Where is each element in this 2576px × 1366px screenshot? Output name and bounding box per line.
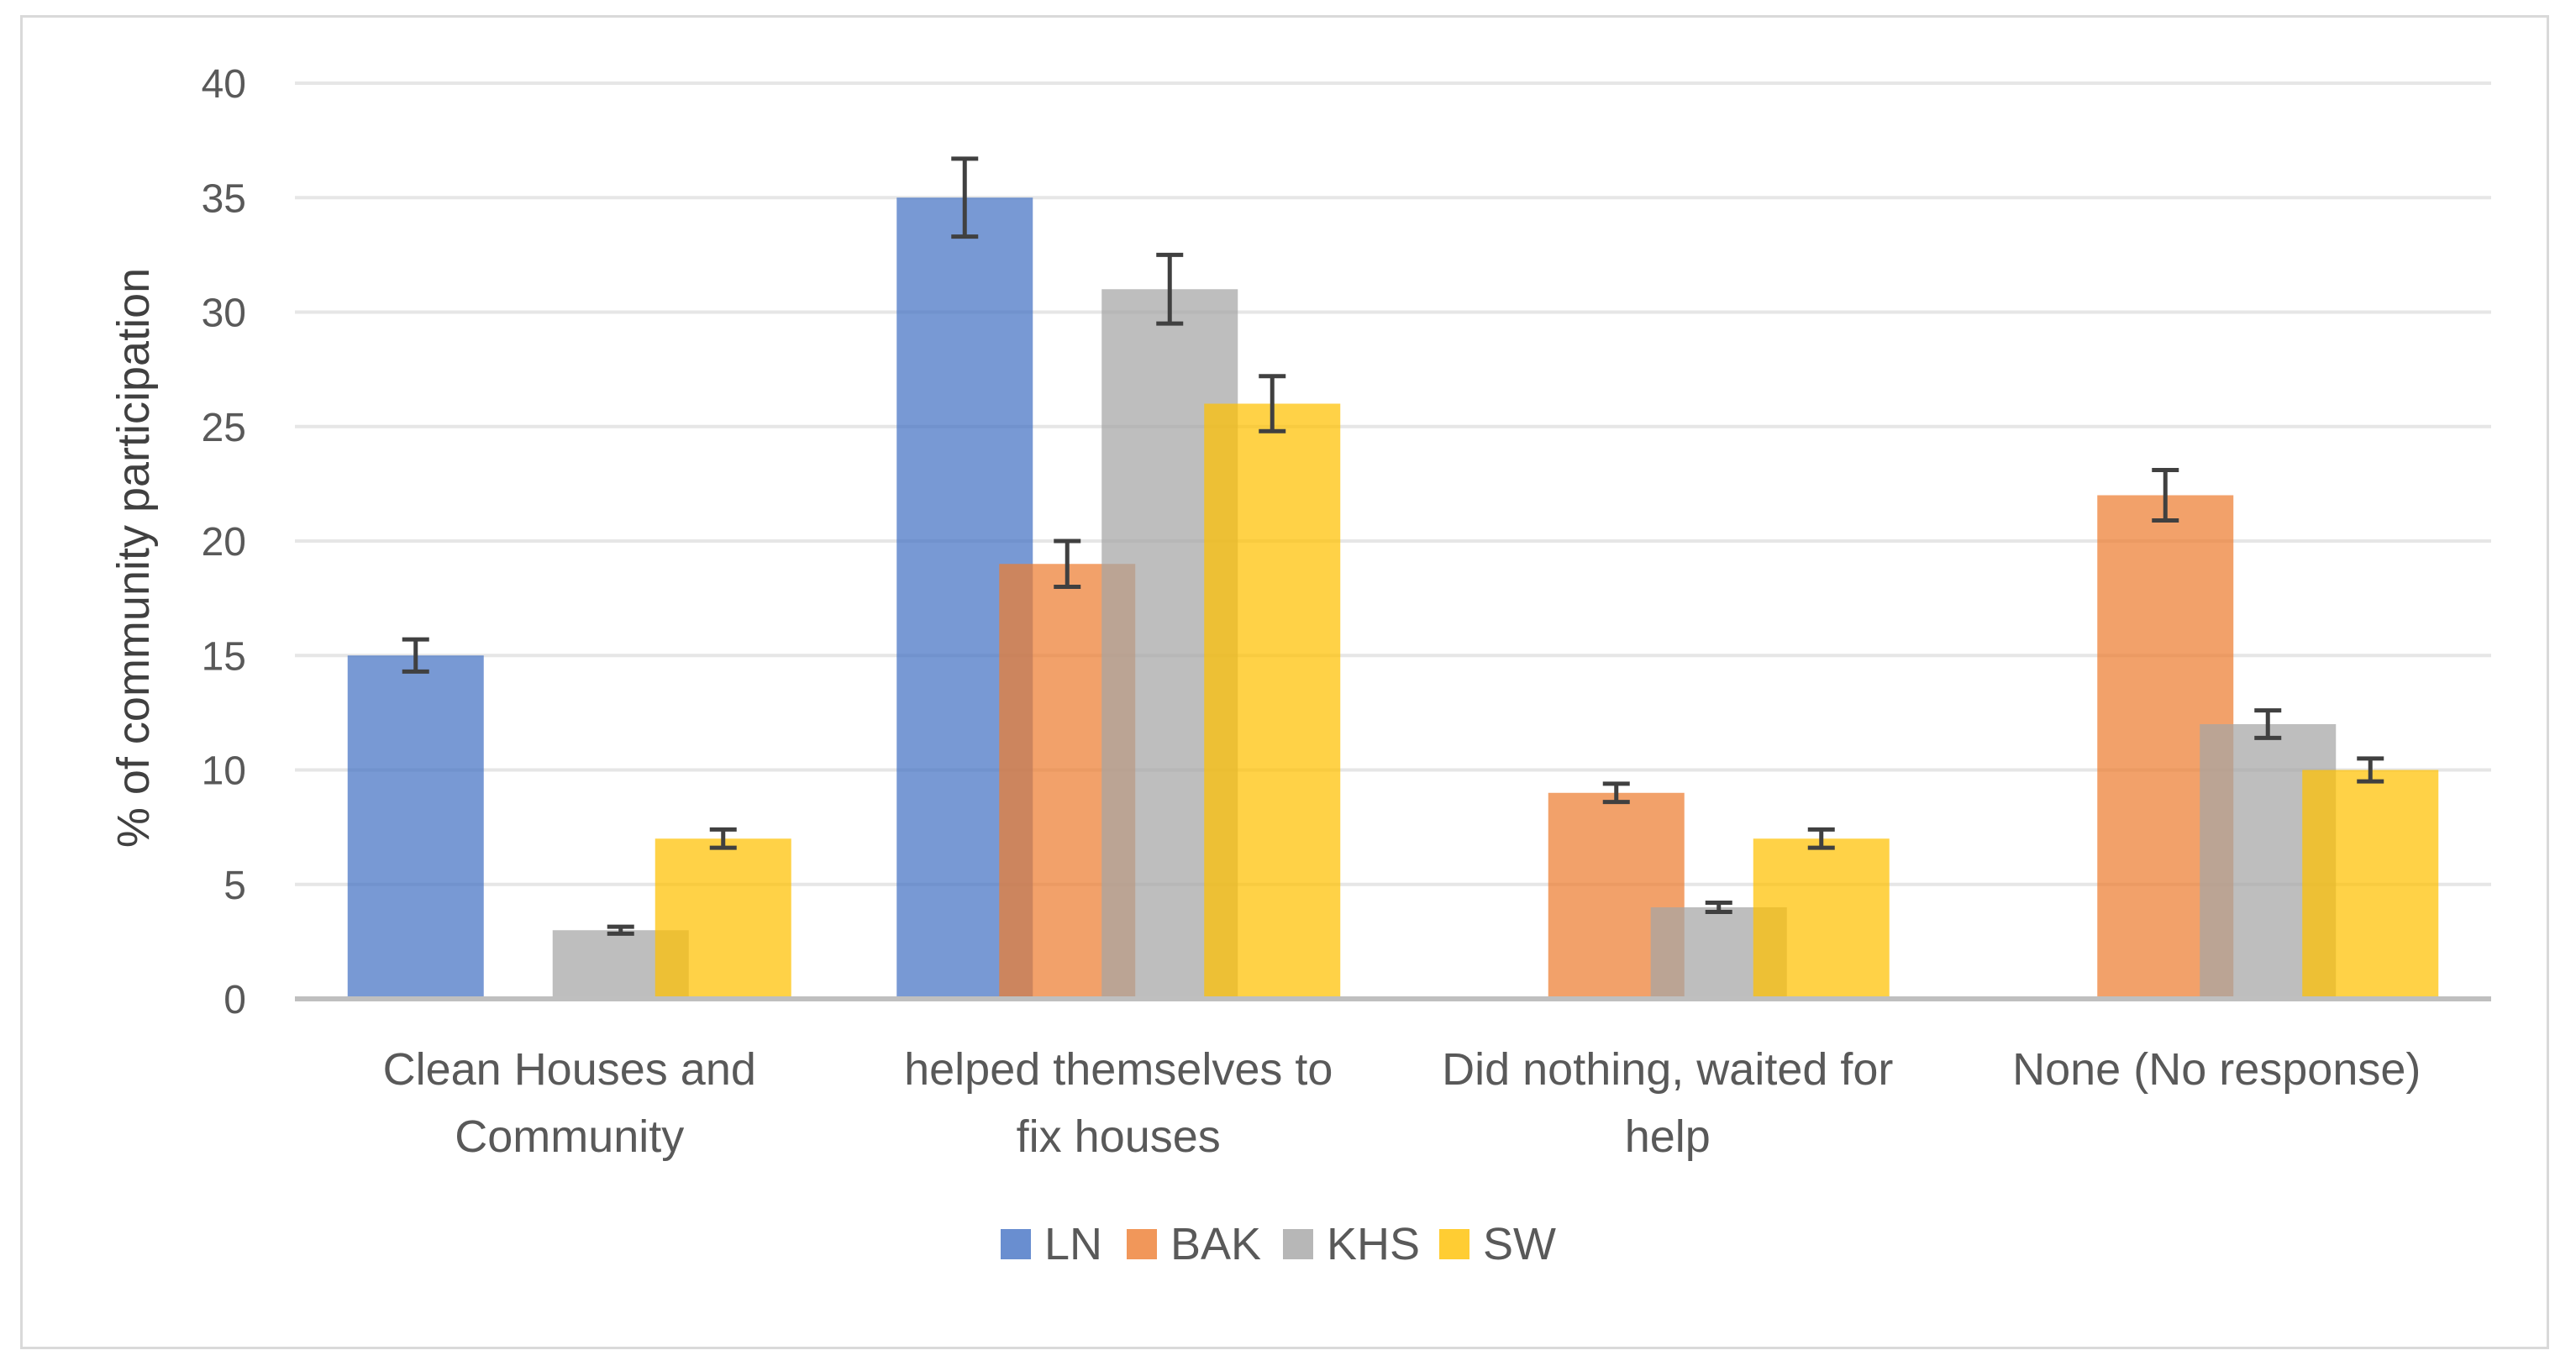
bar-sw-0: [655, 838, 791, 999]
error-bar-bak-3: [2152, 468, 2179, 523]
y-tick-label: 5: [223, 864, 246, 908]
bar-ln-0: [347, 655, 484, 999]
y-tick-label: 20: [202, 520, 246, 565]
error-bar-khs-2: [1705, 901, 1732, 914]
y-tick-label: 25: [202, 406, 246, 450]
x-category-label: Clean Houses and: [383, 1044, 756, 1095]
error-bar-sw-3: [2357, 756, 2384, 784]
bar-sw-1: [1204, 403, 1341, 999]
bar-chart: 0 5 10 15 20 25 30 35 40 % of community participa…: [108, 62, 2491, 1269]
error-bars: [402, 156, 2384, 936]
bar-sw-3: [2302, 770, 2439, 999]
x-category-label: fix houses: [1017, 1111, 1221, 1162]
bars: [347, 197, 2439, 999]
labels: 0 5 10 15 20 25 30 35 40 % of community participa…: [108, 62, 2421, 1162]
legend-label: BAK: [1170, 1219, 1261, 1269]
legend[interactable]: LN BAK KHS SW: [1001, 1219, 1556, 1269]
error-bar-khs-1: [1156, 252, 1184, 326]
x-category-label: Community: [455, 1111, 684, 1162]
legend-swatch: [1439, 1229, 1469, 1259]
legend-swatch: [1283, 1229, 1313, 1259]
legend-item-bak[interactable]: BAK: [1127, 1219, 1261, 1269]
y-tick-label: 30: [202, 292, 246, 336]
y-tick-label: 0: [223, 978, 246, 1022]
y-tick-label: 35: [202, 176, 246, 221]
legend-label: SW: [1483, 1219, 1556, 1269]
error-bar-sw-2: [1807, 827, 1835, 850]
y-tick-label: 10: [202, 749, 246, 794]
legend-swatch: [1001, 1229, 1031, 1259]
error-bar-sw-0: [709, 827, 737, 850]
bar-sw-2: [1753, 838, 1890, 999]
x-category-label: help: [1625, 1111, 1711, 1162]
error-bar-sw-1: [1259, 374, 1286, 433]
y-tick-label: 15: [202, 634, 246, 679]
x-category-label: Did nothing, waited for: [1442, 1044, 1893, 1095]
legend-swatch: [1127, 1229, 1157, 1259]
error-bar-khs-0: [607, 924, 634, 936]
legend-label: KHS: [1327, 1219, 1420, 1269]
y-axis-title: % of community participation: [108, 268, 159, 848]
x-category-label: None (No response): [2012, 1044, 2421, 1095]
legend-item-sw[interactable]: SW: [1439, 1219, 1556, 1269]
legend-item-khs[interactable]: KHS: [1283, 1219, 1420, 1269]
legend-label: LN: [1044, 1219, 1102, 1269]
y-tick-label: 40: [202, 62, 246, 107]
error-bar-bak-2: [1602, 781, 1630, 805]
error-bar-bak-1: [1054, 539, 1081, 589]
x-category-label: helped themselves to: [904, 1044, 1333, 1095]
chart-frame: 0 5 10 15 20 25 30 35 40 % of community participa…: [20, 15, 2549, 1349]
legend-item-ln[interactable]: LN: [1001, 1219, 1102, 1269]
gridlines: [295, 81, 2491, 886]
error-bar-khs-3: [2254, 708, 2282, 740]
error-bar-ln-0: [402, 637, 429, 674]
error-bar-ln-1: [951, 156, 979, 239]
